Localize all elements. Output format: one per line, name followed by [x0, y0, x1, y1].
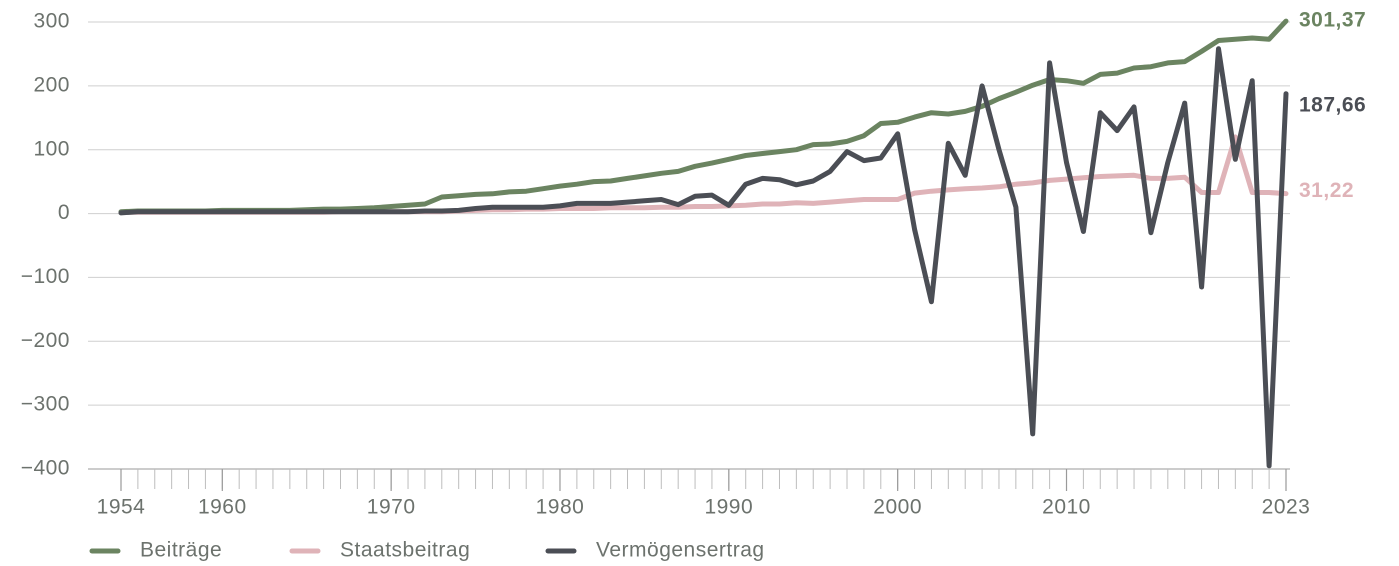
y-tick-label: 200 — [33, 73, 70, 96]
x-tick-label: 1970 — [367, 496, 416, 519]
end-label: 301,37 — [1299, 9, 1366, 32]
x-tick-label: 1980 — [536, 496, 585, 519]
legend-label: Vermögensertrag — [596, 539, 765, 562]
x-tick-label: 1960 — [198, 496, 247, 519]
x-tick-label: 2010 — [1042, 496, 1091, 519]
end-label: 187,66 — [1299, 93, 1366, 116]
y-tick-label: −100 — [21, 265, 70, 288]
series-line — [118, 46, 1289, 469]
y-tick-label: −200 — [21, 329, 70, 352]
x-tick-label: 1954 — [97, 496, 146, 519]
end-label: 31,22 — [1299, 179, 1354, 202]
y-tick-label: −300 — [21, 393, 70, 416]
x-tick-label: 2000 — [873, 496, 922, 519]
x-tick-label: 1990 — [704, 496, 753, 519]
y-tick-label: 0 — [58, 201, 70, 224]
y-tick-label: 100 — [33, 137, 70, 160]
x-tick-label: 2023 — [1262, 496, 1311, 519]
y-tick-label: 300 — [33, 10, 70, 33]
legend-label: Beiträge — [140, 539, 222, 562]
y-tick-label: −400 — [21, 457, 70, 480]
series-line — [118, 134, 1289, 215]
legend-label: Staatsbeitrag — [340, 539, 470, 562]
series-line — [118, 18, 1289, 215]
